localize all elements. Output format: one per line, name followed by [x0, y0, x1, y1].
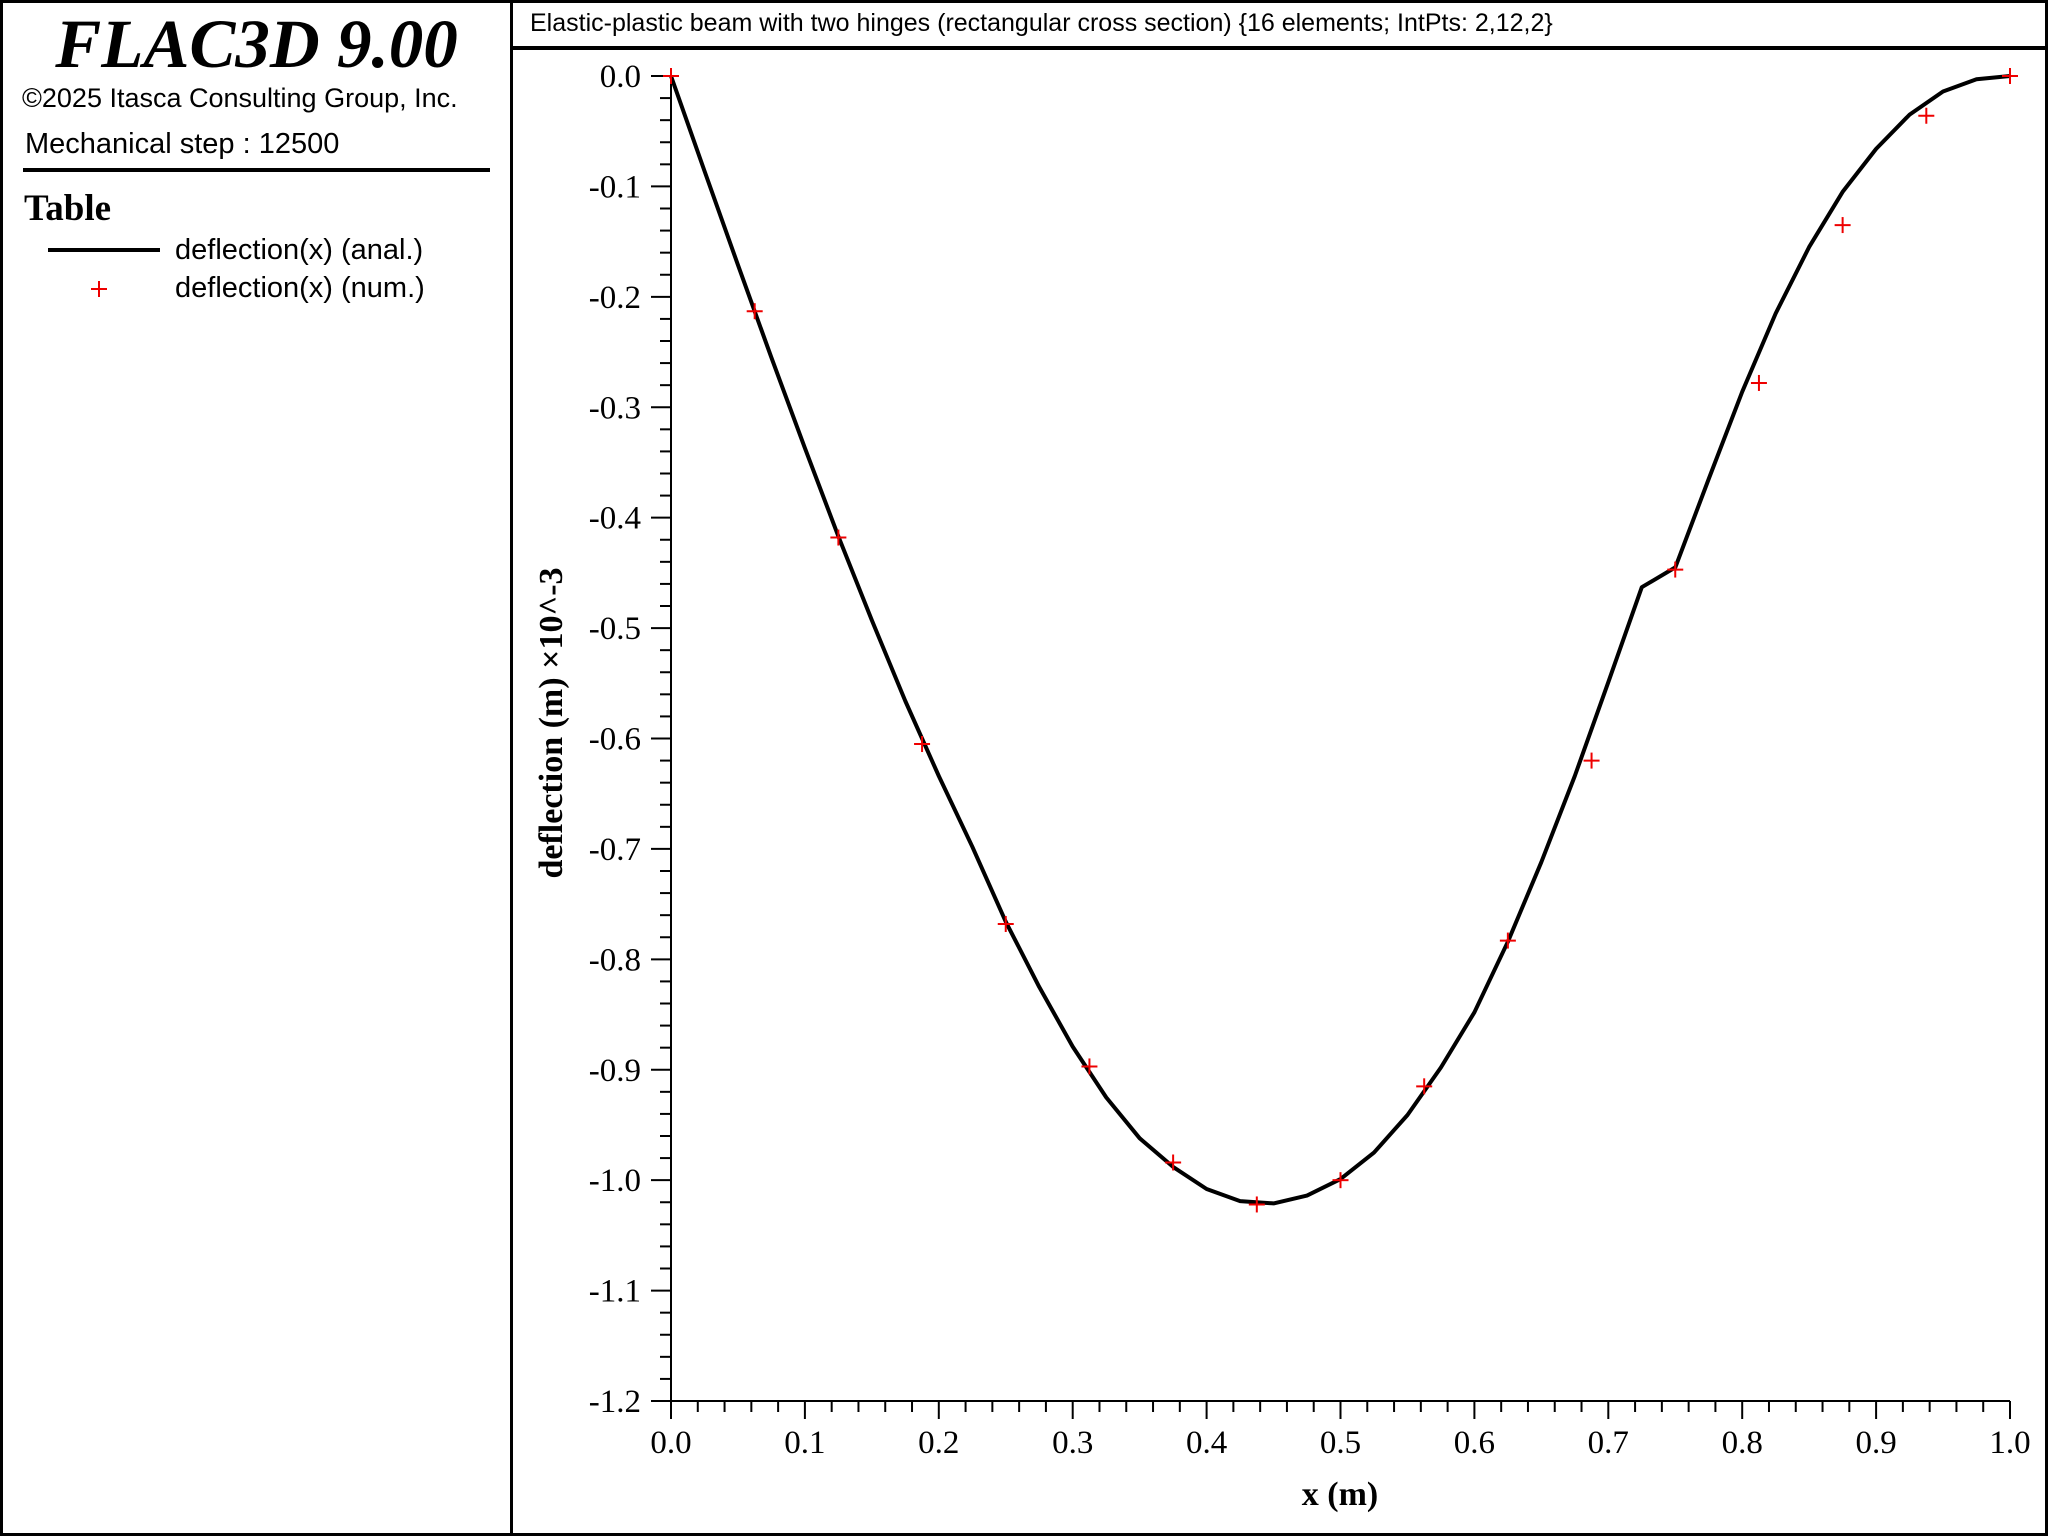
data-point	[1499, 932, 1516, 949]
x-tick-label: 0.7	[1588, 1425, 1629, 1461]
data-point	[1332, 1172, 1349, 1189]
y-tick-label: -1.1	[589, 1274, 641, 1310]
y-tick-label: -0.5	[589, 611, 641, 647]
legend-item-numerical: deflection(x) (num.)	[0, 270, 513, 306]
legend-title: Table	[24, 188, 112, 229]
x-tick-label: 0.9	[1855, 1425, 1896, 1461]
data-point	[914, 736, 931, 753]
y-tick-label: -0.3	[589, 390, 641, 426]
legend-item-analytical: deflection(x) (anal.)	[0, 232, 513, 268]
x-axis: 0.0 0.1 0.2 0.3 0.4 0.5 0.6 0.7 0.8 0.9 1.0	[650, 1400, 2031, 1461]
mechanical-step: Mechanical step : 12500	[25, 128, 340, 160]
legend-label: deflection(x) (num.)	[175, 272, 425, 304]
y-tick-label: -0.7	[589, 832, 641, 868]
data-point	[2002, 68, 2018, 84]
data-point	[663, 68, 679, 84]
data-point	[746, 303, 763, 320]
x-axis-label: x (m)	[1302, 1476, 1378, 1513]
app-title: FLAC3D 9.00	[55, 6, 458, 82]
deflection-chart: 0.0 0.1 0.2 0.3 0.4 0.5 0.6 0.7 0.8 0.9 1.0 0.0 -0.…	[533, 59, 2031, 1513]
y-tick-label: -0.8	[589, 942, 641, 978]
x-tick-label: 0.6	[1454, 1425, 1495, 1461]
y-tick-label: -0.2	[589, 280, 641, 316]
data-point	[1248, 1196, 1265, 1213]
x-tick-label: 0.8	[1722, 1425, 1763, 1461]
chart-title-bar: Elastic-plastic beam with two hinges (re…	[513, 0, 2048, 50]
divider	[23, 168, 490, 172]
y-axis-label: deflection (m) ×10^-3	[533, 567, 570, 878]
data-point	[1081, 1058, 1098, 1075]
x-tick-label: 0.5	[1320, 1425, 1361, 1461]
series-layer	[663, 68, 2018, 1213]
legend-label: deflection(x) (anal.)	[175, 234, 424, 266]
x-tick-label: 0.0	[650, 1425, 691, 1461]
copyright-text: ©2025 Itasca Consulting Group, Inc.	[22, 83, 458, 113]
y-tick-label: -1.0	[589, 1163, 641, 1199]
data-point	[1834, 217, 1851, 234]
line-swatch-icon	[48, 248, 160, 252]
y-axis: 0.0 -0.1 -0.2 -0.3 -0.4 -0.5 -0.6 -0.7 -0.8 -0.9 -…	[589, 59, 672, 1420]
y-tick-label: -0.1	[589, 169, 641, 205]
y-tick-label: -0.6	[589, 722, 641, 758]
data-point	[830, 529, 847, 546]
x-tick-label: 0.1	[784, 1425, 825, 1461]
x-tick-label: 1.0	[1989, 1425, 2030, 1461]
data-point	[997, 916, 1014, 932]
x-tick-label: 0.4	[1186, 1425, 1227, 1461]
data-point	[1667, 561, 1684, 578]
data-point	[1583, 752, 1600, 769]
y-tick-label: -0.9	[589, 1053, 641, 1089]
data-point	[1750, 374, 1767, 391]
x-tick-label: 0.2	[918, 1425, 959, 1461]
analytical-curve	[669, 74, 2011, 1206]
legend-panel: FLAC3D 9.00 ©2025 Itasca Consulting Grou…	[0, 0, 513, 1536]
data-point	[1165, 1154, 1182, 1171]
y-tick-label: 0.0	[600, 59, 641, 95]
x-tick-label: 0.3	[1052, 1425, 1093, 1461]
data-point	[1416, 1078, 1433, 1095]
plus-marker-icon	[91, 281, 107, 297]
y-tick-label: -0.4	[589, 501, 641, 537]
chart-title: Elastic-plastic beam with two hinges (re…	[530, 9, 1553, 37]
y-tick-label: -1.2	[589, 1384, 641, 1420]
data-point	[1918, 107, 1935, 124]
